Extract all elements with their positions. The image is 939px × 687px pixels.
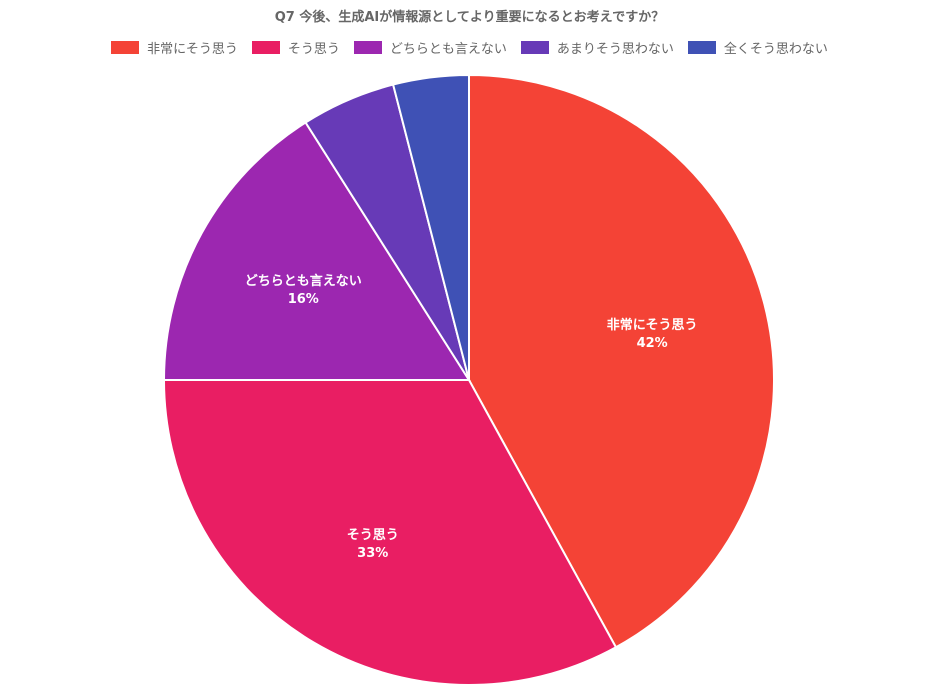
legend-label: どちらとも言えない <box>389 42 507 57</box>
legend-swatch <box>111 41 140 54</box>
slice-very-much-agree[interactable] <box>468 73 775 649</box>
slice-percent-label: 33% <box>357 546 388 561</box>
legend-item-disagree[interactable]: あまりそう思わない <box>520 38 674 57</box>
slice-strongly-disagree[interactable] <box>391 73 470 381</box>
legend-label: 全くそう思わない <box>723 42 828 57</box>
legend-swatch <box>520 41 549 54</box>
slice-category-label: そう思う <box>347 528 399 543</box>
slice-category-label: 非常にそう思う <box>607 317 698 333</box>
legend-label: 非常にそう思う <box>147 42 238 57</box>
slice-percent-label: 16% <box>288 292 319 307</box>
slice-category-label: どちらとも言えない <box>245 273 362 289</box>
legend-swatch <box>687 41 716 54</box>
chart-legend: 非常にそう思う そう思う どちらとも言えない あまりそう思わない 全くそう思わな… <box>0 38 939 57</box>
legend-label: あまりそう思わない <box>556 42 674 57</box>
slice-percent-label: 42% <box>637 336 668 351</box>
legend-label: そう思う <box>287 42 340 57</box>
legend-swatch <box>353 41 382 54</box>
slice-neutral[interactable] <box>162 121 471 381</box>
legend-item-neutral[interactable]: どちらとも言えない <box>353 38 507 57</box>
legend-item-agree[interactable]: そう思う <box>251 38 340 57</box>
legend-swatch <box>251 41 280 54</box>
chart-title: Q7 今後、生成AIが情報源としてより重要になるとお考えですか？ <box>274 10 665 25</box>
legend-item-strongly-disagree[interactable]: 全くそう思わない <box>687 38 828 57</box>
legend-item-very-much-agree[interactable]: 非常にそう思う <box>111 38 238 57</box>
slice-agree[interactable] <box>162 379 618 686</box>
